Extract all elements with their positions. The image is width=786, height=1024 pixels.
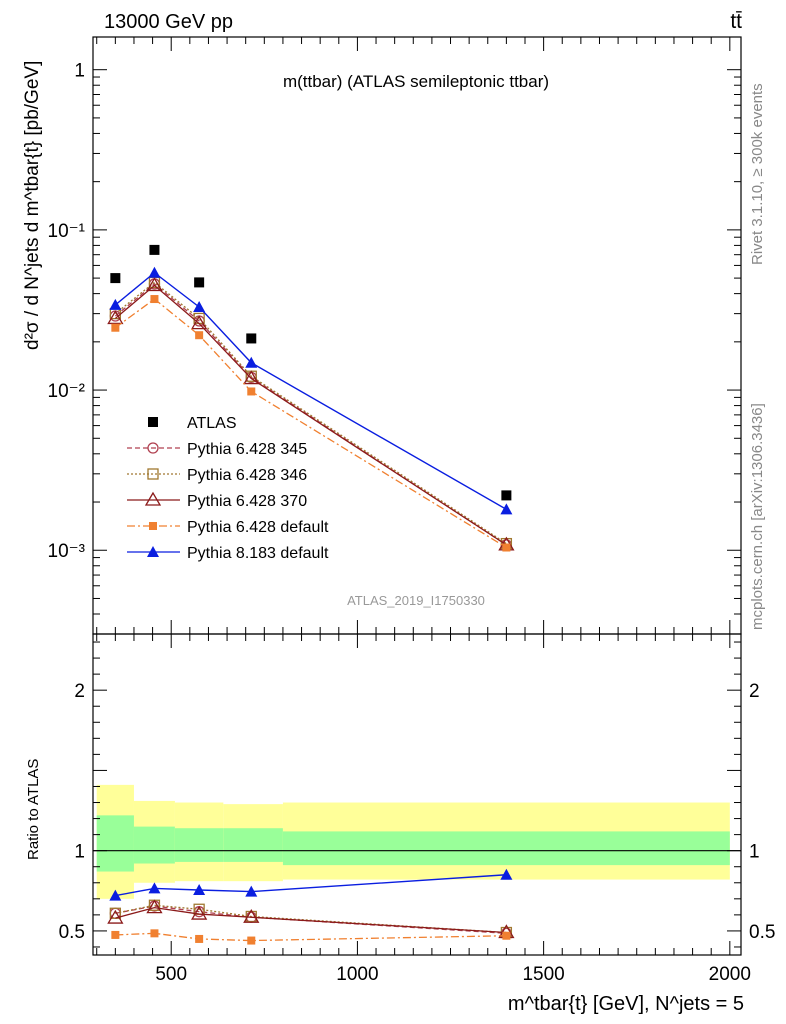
collision-energy-label: 13000 GeV pp [104,11,233,33]
data-point [109,889,122,901]
legend-marker [148,417,158,427]
series-line [114,281,507,545]
legend-marker [149,522,157,530]
uncertainty-band-inner [96,815,134,872]
data-point [246,333,257,344]
main-y-axis-label: d²σ / d N^jets d m^tbar{t} [pb/GeV] [22,61,43,350]
data-point [146,899,163,914]
legend-label: ATLAS [187,415,237,432]
data-point [500,868,513,880]
legend-marker [144,491,162,506]
series-py370 [107,899,515,939]
y-tick-label: 10⁻¹ [48,221,86,242]
process-label: tt̄ [730,10,742,33]
data-point [191,315,208,330]
y-tick-label: 0.5 [59,922,85,943]
series-line [114,271,507,510]
data-point [148,266,161,278]
uncertainty-band-inner [133,826,175,864]
series-py346 [109,899,513,939]
series-py8 [109,868,513,901]
series-line [115,904,507,934]
series-pydefault [111,929,511,945]
legend-label: Pythia 6.428 346 [187,467,307,484]
data-point [502,931,511,940]
legend-marker [147,442,159,454]
series-line [114,284,507,546]
ratio-frame [92,633,742,956]
legend: ATLAS Pythia 6.428 345 Pythia 6.428 346 Pyt… [127,415,329,562]
legend-marker [147,468,159,480]
y-tick-label: 1 [74,842,85,863]
uncertainty-band-inner [223,828,283,862]
data-point [247,936,256,945]
data-point [146,277,163,292]
data-point [245,356,258,368]
y-tick-label: 10⁻² [48,381,86,402]
data-point [111,930,120,939]
series-line [114,298,507,549]
data-point [193,883,206,895]
legend-marker [147,546,159,557]
uncertainty-band-inner [174,828,224,862]
legend-label: Pythia 6.428 370 [187,493,307,510]
legend-label: Pythia 8.183 default [187,545,329,562]
y-tick-label: 2 [74,681,85,702]
data-point [243,908,260,923]
y-tick-label-right: 2 [749,681,760,702]
data-point [149,244,160,255]
series-line [114,283,507,546]
x-tick-label: 2000 [709,964,751,985]
data-point [148,882,161,894]
data-point [150,929,159,938]
mcplots-reference-label: mcplots.cern.ch [arXiv:1306.3436] [749,403,766,630]
data-point [111,323,120,332]
y-tick-label-right: 1 [749,842,760,863]
data-point [500,503,513,515]
main-panel: 10⁻³ 10⁻² 10⁻¹ 1 [48,36,742,635]
series-line [115,905,507,934]
x-tick-label: 1000 [336,964,378,985]
chart-title: m(ttbar) (ATLAS semileptonic ttbar) [283,72,549,91]
data-point [191,905,208,920]
data-point [245,885,258,897]
analysis-watermark: ATLAS_2019_I1750330 [347,593,485,608]
x-tick-label: 500 [155,964,187,985]
rivet-version-label: Rivet 3.1.10, ≥ 300k events [749,83,766,265]
legend-label: Pythia 6.428 345 [187,441,307,458]
data-point [110,273,121,284]
data-point [502,543,511,552]
data-point [194,277,205,288]
y-tick-label-right: 0.5 [749,922,775,943]
data-point [107,909,124,924]
data-point [501,490,512,501]
data-point [247,387,256,396]
data-point [243,370,260,385]
data-point [193,301,206,313]
y-tick-label: 10⁻³ [48,541,86,562]
y-tick-label: 1 [74,61,85,82]
series-py370 [107,277,515,551]
data-point [150,295,159,304]
series-py8 [109,266,513,515]
x-tick-label: 1500 [522,964,564,985]
data-point [109,907,121,919]
data-point [109,298,122,310]
data-point [195,331,204,340]
ratio-panel: 500 1000 1500 2000 0.5 0.5 1 1 2 2 [59,633,775,985]
uncertainty-band-inner [282,831,730,866]
data-point [107,310,124,325]
series-py346 [109,276,513,550]
series-line [115,906,507,934]
series-line [115,932,507,942]
series-pydefault [111,295,511,552]
legend-label: Pythia 6.428 default [187,519,329,536]
x-axis-label: m^tbar{t} [GeV], N^jets = 5 [508,993,744,1015]
ratio-y-axis-label: Ratio to ATLAS [25,759,42,860]
series-atlas [110,244,512,501]
data-point [195,934,204,943]
